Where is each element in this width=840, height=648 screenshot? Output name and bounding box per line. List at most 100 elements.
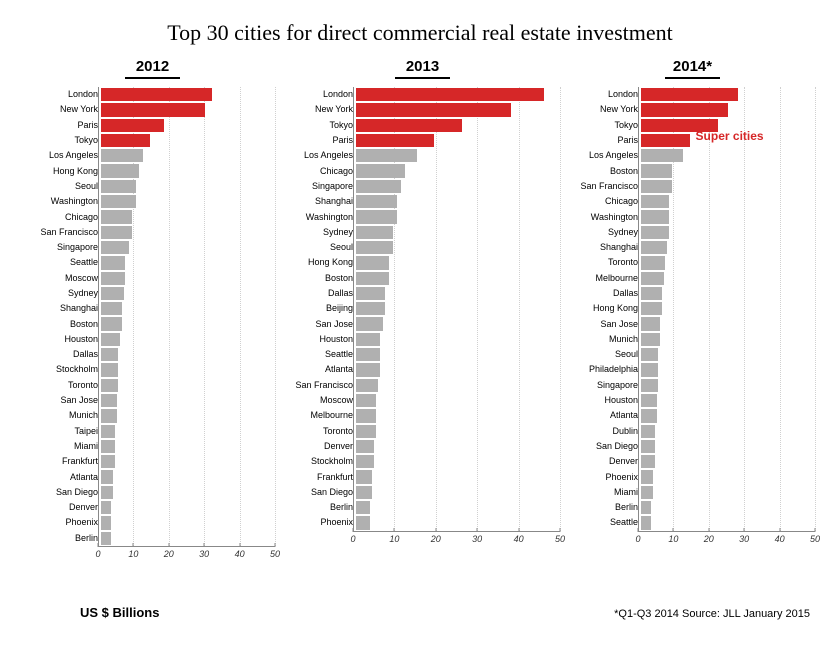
bar xyxy=(641,348,658,361)
city-label: Frankfurt xyxy=(285,473,356,482)
city-label: Washington xyxy=(30,197,101,206)
bar xyxy=(101,287,124,300)
bar xyxy=(101,272,125,285)
panel-2013: 2013LondonNew YorkTokyoParisLos AngelesC… xyxy=(285,58,560,567)
bar xyxy=(356,226,393,239)
bar-row: Seoul xyxy=(570,347,815,362)
city-label: Berlin xyxy=(285,503,356,512)
chart-area: LondonNew YorkTokyoParisLos AngelesBosto… xyxy=(570,87,815,531)
bar-cell xyxy=(101,515,275,530)
x-tick: 20 xyxy=(164,547,174,559)
bar xyxy=(101,363,118,376)
bar-row: Seattle xyxy=(30,255,275,270)
x-tick: 10 xyxy=(668,532,678,544)
bar xyxy=(356,149,417,162)
bar-row: Berlin xyxy=(570,500,815,515)
bar-row: Hong Kong xyxy=(570,301,815,316)
city-label: New York xyxy=(285,105,356,114)
bar xyxy=(101,195,136,208)
bar-row: Sydney xyxy=(285,225,560,240)
bar-row: Beijing xyxy=(285,301,560,316)
city-label: San Diego xyxy=(30,488,101,497)
bar-row: Denver xyxy=(30,500,275,515)
bar-cell xyxy=(101,179,275,194)
bar xyxy=(101,440,115,453)
bar xyxy=(101,333,120,346)
bar-cell xyxy=(101,87,275,102)
bar-row: Boston xyxy=(30,316,275,331)
bar-row: Melbourne xyxy=(570,271,815,286)
bar-row: Moscow xyxy=(30,271,275,286)
bar xyxy=(641,302,662,315)
bar-row: Houston xyxy=(285,332,560,347)
bar-cell xyxy=(101,240,275,255)
bar-cell xyxy=(101,378,275,393)
bar xyxy=(356,379,378,392)
bar xyxy=(641,425,655,438)
bar-row: Phoenix xyxy=(30,515,275,530)
bar-row: Boston xyxy=(285,271,560,286)
bar-row: London xyxy=(570,87,815,102)
city-label: Washington xyxy=(570,213,641,222)
bar-cell xyxy=(641,454,815,469)
bar xyxy=(641,440,655,453)
bar xyxy=(641,287,662,300)
bar-cell xyxy=(356,87,560,102)
bar-row: Seoul xyxy=(285,240,560,255)
x-tick: 20 xyxy=(431,532,441,544)
city-label: Miami xyxy=(570,488,641,497)
city-label: Phoenix xyxy=(285,518,356,527)
bar xyxy=(641,363,658,376)
bar-cell xyxy=(641,102,815,117)
city-label: Toronto xyxy=(30,381,101,390)
bar xyxy=(101,164,139,177)
bar-cell xyxy=(356,179,560,194)
city-label: Beijing xyxy=(285,304,356,313)
super-cities-label: Super cities xyxy=(696,129,764,143)
bar xyxy=(101,425,115,438)
bar-cell xyxy=(101,362,275,377)
bar-cell xyxy=(641,347,815,362)
bar-row: Atlanta xyxy=(285,362,560,377)
bar-cell xyxy=(101,454,275,469)
city-label: Toronto xyxy=(570,258,641,267)
bar xyxy=(356,440,374,453)
bar-row: Atlanta xyxy=(30,469,275,484)
bar-row: Toronto xyxy=(30,378,275,393)
bar-cell xyxy=(101,271,275,286)
bar xyxy=(641,256,665,269)
bar-cell xyxy=(356,194,560,209)
city-label: San Jose xyxy=(30,396,101,405)
bar-row: Hong Kong xyxy=(285,255,560,270)
city-label: Boston xyxy=(285,274,356,283)
x-tick: 50 xyxy=(555,532,565,544)
bar xyxy=(641,195,669,208)
bar-row: Washington xyxy=(285,209,560,224)
bar-super xyxy=(641,88,738,101)
bar xyxy=(641,486,653,499)
bar xyxy=(101,379,118,392)
chart-area: LondonNew YorkParisTokyoLos AngelesHong … xyxy=(30,87,275,546)
city-label: Washington xyxy=(285,213,356,222)
bar-cell xyxy=(101,393,275,408)
bar xyxy=(641,470,653,483)
bar-cell xyxy=(356,102,560,117)
bar xyxy=(356,210,397,223)
x-tick: 30 xyxy=(199,547,209,559)
city-label: Moscow xyxy=(285,396,356,405)
page-title: Top 30 cities for direct commercial real… xyxy=(30,20,810,46)
bar-row: Toronto xyxy=(285,424,560,439)
bars-group: LondonNew YorkParisTokyoLos AngelesHong … xyxy=(30,87,275,546)
bar-row: Singapore xyxy=(30,240,275,255)
bar xyxy=(101,256,125,269)
bar-cell xyxy=(641,424,815,439)
city-label: Toronto xyxy=(285,427,356,436)
bar-row: Chicago xyxy=(30,209,275,224)
bar-cell xyxy=(356,347,560,362)
bar xyxy=(641,317,660,330)
x-tick: 0 xyxy=(350,532,355,544)
x-tick: 40 xyxy=(775,532,785,544)
bar xyxy=(101,348,118,361)
bar-cell xyxy=(641,255,815,270)
city-label: Tokyo xyxy=(30,136,101,145)
